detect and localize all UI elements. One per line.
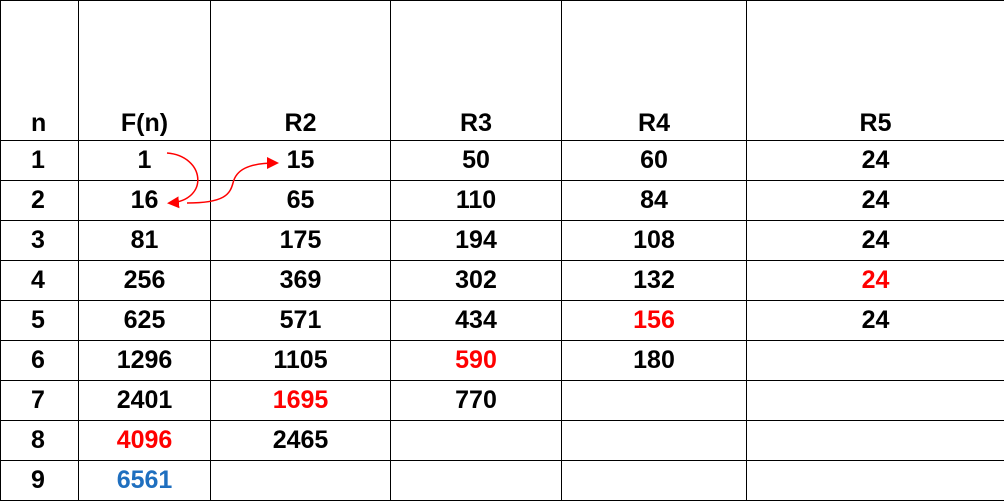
cell-r2-row-4: 369 (211, 261, 391, 301)
cell-r2-row-1: 15 (211, 141, 391, 181)
cell-r3-row-7: 770 (391, 381, 562, 421)
cell-r4-row-7 (562, 381, 747, 421)
cell-r5-row-4: 24 (747, 261, 1004, 301)
cell-r5-row-8 (747, 421, 1004, 461)
cell-fn-row-3: 81 (79, 221, 211, 261)
cell-r2-row-2: 65 (211, 181, 391, 221)
cell-fn-row-4: 256 (79, 261, 211, 301)
column-header-r2: R2 (211, 1, 391, 141)
cell-r2-row-7: 1695 (211, 381, 391, 421)
cell-r4-row-3: 108 (562, 221, 747, 261)
cell-r4-row-6: 180 (562, 341, 747, 381)
cell-r2-row-5: 571 (211, 301, 391, 341)
cell-r5-row-7 (747, 381, 1004, 421)
cell-r2-row-9 (211, 461, 391, 501)
column-header-r5: R5 (747, 1, 1004, 141)
cell-n-row-2: 2 (1, 181, 79, 221)
column-header-fn: F(n) (79, 1, 211, 141)
cell-r3-row-8 (391, 421, 562, 461)
cell-n-row-3: 3 (1, 221, 79, 261)
cell-r5-row-3: 24 (747, 221, 1004, 261)
cell-r4-row-5: 156 (562, 301, 747, 341)
cell-n-row-9: 9 (1, 461, 79, 501)
cell-fn-row-9: 6561 (79, 461, 211, 501)
cell-n-row-1: 1 (1, 141, 79, 181)
cell-r5-row-5: 24 (747, 301, 1004, 341)
cell-r4-row-1: 60 (562, 141, 747, 181)
cell-fn-row-7: 2401 (79, 381, 211, 421)
column-header-r3: R3 (391, 1, 562, 141)
column-header-r4: R4 (562, 1, 747, 141)
cell-n-row-7: 7 (1, 381, 79, 421)
column-header-n: n (1, 1, 79, 141)
cell-r3-row-3: 194 (391, 221, 562, 261)
cell-r5-row-2: 24 (747, 181, 1004, 221)
cell-n-row-5: 5 (1, 301, 79, 341)
cell-fn-row-2: 16 (79, 181, 211, 221)
cell-fn-row-1: 1 (79, 141, 211, 181)
cell-r5-row-6 (747, 341, 1004, 381)
cell-r3-row-5: 434 (391, 301, 562, 341)
cell-r5-row-1: 24 (747, 141, 1004, 181)
cell-r4-row-9 (562, 461, 747, 501)
cell-r2-row-3: 175 (211, 221, 391, 261)
cell-r5-row-9 (747, 461, 1004, 501)
cell-r3-row-1: 50 (391, 141, 562, 181)
cell-n-row-6: 6 (1, 341, 79, 381)
cell-fn-row-5: 625 (79, 301, 211, 341)
cell-r3-row-2: 110 (391, 181, 562, 221)
cell-r3-row-9 (391, 461, 562, 501)
cell-r4-row-8 (562, 421, 747, 461)
cell-r4-row-4: 132 (562, 261, 747, 301)
cell-n-row-4: 4 (1, 261, 79, 301)
cell-r2-row-8: 2465 (211, 421, 391, 461)
cell-fn-row-6: 1296 (79, 341, 211, 381)
cell-r3-row-4: 302 (391, 261, 562, 301)
cell-r2-row-6: 1105 (211, 341, 391, 381)
cell-n-row-8: 8 (1, 421, 79, 461)
cell-r3-row-6: 590 (391, 341, 562, 381)
cell-r4-row-2: 84 (562, 181, 747, 221)
cell-fn-row-8: 4096 (79, 421, 211, 461)
